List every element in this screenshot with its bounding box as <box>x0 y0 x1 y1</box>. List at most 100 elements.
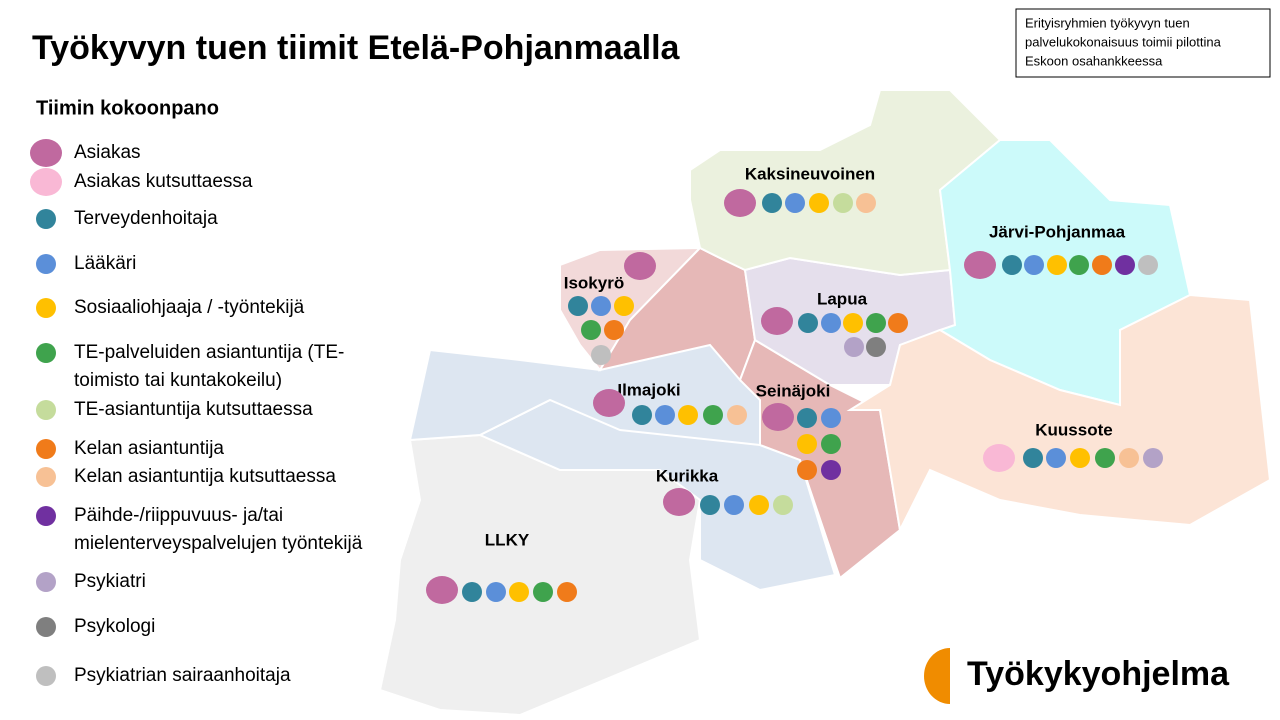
note-box <box>1015 8 1271 78</box>
team-member-dot <box>727 405 747 425</box>
logo-mark <box>924 648 950 704</box>
map <box>378 89 1272 717</box>
team-member-dot <box>557 582 577 602</box>
legend-label: TE-asiantuntija kutsuttaessa <box>74 399 313 420</box>
team-member-dot <box>509 582 529 602</box>
team-member-dot <box>773 495 793 515</box>
region-label: Kuussote <box>1035 420 1112 439</box>
legend-label: Sosiaaliohjaaja / -työntekijä <box>74 297 305 318</box>
team-member-dot <box>1115 255 1135 275</box>
team-member-dot <box>797 434 817 454</box>
legend-label: Kelan asiantuntija kutsuttaessa <box>74 466 336 487</box>
legend-label: Lääkäri <box>74 253 136 274</box>
team-member-dot <box>866 337 886 357</box>
team-member-dot <box>663 488 695 516</box>
region-label: Kurikka <box>656 466 719 485</box>
team-member-dot <box>749 495 769 515</box>
team-member-dot <box>762 193 782 213</box>
legend-swatch <box>36 254 56 274</box>
legend-swatch <box>36 298 56 318</box>
team-member-dot <box>591 345 611 365</box>
team-member-dot <box>1024 255 1044 275</box>
team-member-dot <box>568 296 588 316</box>
team-member-dot <box>533 582 553 602</box>
team-member-dot <box>1119 448 1139 468</box>
logo-text: Työkykyohjelma <box>967 655 1230 693</box>
area-kuussote <box>846 293 1272 534</box>
team-member-dot <box>798 313 818 333</box>
team-member-dot <box>856 193 876 213</box>
legend-swatch <box>36 439 56 459</box>
team-member-dot <box>785 193 805 213</box>
team-member-dot <box>1069 255 1089 275</box>
legend-label: Asiakas kutsuttaessa <box>74 171 253 192</box>
note-line: Erityisryhmien työkyvyn tuen <box>1025 15 1190 30</box>
legend-label: TE-palveluiden asiantuntija (TE- <box>74 342 344 363</box>
team-member-dot <box>724 495 744 515</box>
team-member-dot <box>964 251 996 279</box>
team-member-dot <box>821 408 841 428</box>
team-member-dot <box>581 320 601 340</box>
team-member-dot <box>1095 448 1115 468</box>
legend-label: Terveydenhoitaja <box>74 208 218 229</box>
legend-swatch <box>36 506 56 526</box>
team-member-dot <box>1143 448 1163 468</box>
team-member-dot <box>678 405 698 425</box>
legend-swatch <box>36 343 56 363</box>
team-member-dot <box>809 193 829 213</box>
legend-swatch <box>36 617 56 637</box>
note-line: Eskoon osahankkeessa <box>1025 53 1163 68</box>
legend-label: Päihde-/riippuvuus- ja/tai <box>74 505 283 526</box>
legend-swatch <box>30 139 62 167</box>
team-member-dot <box>1002 255 1022 275</box>
team-member-dot <box>797 460 817 480</box>
note-line: palvelukokonaisuus toimii pilottina <box>1025 34 1222 49</box>
legend-swatch <box>36 400 56 420</box>
team-member-dot <box>1046 448 1066 468</box>
legend-swatch <box>30 168 62 196</box>
team-member-dot <box>866 313 886 333</box>
team-member-dot <box>762 403 794 431</box>
team-member-dot <box>888 313 908 333</box>
region-label: Järvi-Pohjanmaa <box>989 222 1126 241</box>
team-member-dot <box>724 189 756 217</box>
legend-swatch <box>36 572 56 592</box>
team-member-dot <box>1138 255 1158 275</box>
legend-label: Psykiatrian sairaanhoitaja <box>74 665 291 686</box>
legend-label: Psykologi <box>74 616 155 637</box>
legend-swatch <box>36 666 56 686</box>
title: Työkyvyn tuen tiimit Etelä-Pohjanmaalla <box>32 29 681 67</box>
team-member-dot <box>703 405 723 425</box>
legend-label: toimisto tai kuntakokeilu) <box>74 370 282 391</box>
team-member-dot <box>593 389 625 417</box>
team-member-dot <box>843 313 863 333</box>
legend-swatch <box>36 209 56 229</box>
team-member-dot <box>844 337 864 357</box>
team-member-dot <box>614 296 634 316</box>
team-member-dot <box>821 313 841 333</box>
team-member-dot <box>1023 448 1043 468</box>
area-llky <box>378 433 702 717</box>
team-member-dot <box>1070 448 1090 468</box>
team-member-dot <box>632 405 652 425</box>
team-member-dot <box>983 444 1015 472</box>
region-label: Isokyrö <box>564 273 624 292</box>
team-member-dot <box>624 252 656 280</box>
legend-label: mielenterveyspalvelujen työntekijä <box>74 533 363 554</box>
team-member-dot <box>797 408 817 428</box>
team-member-dot <box>604 320 624 340</box>
region-label: LLKY <box>485 530 530 549</box>
region-label: Lapua <box>817 289 868 308</box>
team-member-dot <box>1092 255 1112 275</box>
team-member-dot <box>833 193 853 213</box>
region-label: Kaksineuvoinen <box>745 164 875 183</box>
team-member-dot <box>821 460 841 480</box>
legend-title: Tiimin kokoonpano <box>36 97 219 119</box>
team-member-dot <box>426 576 458 604</box>
team-member-dot <box>1047 255 1067 275</box>
team-member-dot <box>486 582 506 602</box>
team-member-dot <box>761 307 793 335</box>
legend-label: Kelan asiantuntija <box>74 438 224 459</box>
team-member-dot <box>462 582 482 602</box>
